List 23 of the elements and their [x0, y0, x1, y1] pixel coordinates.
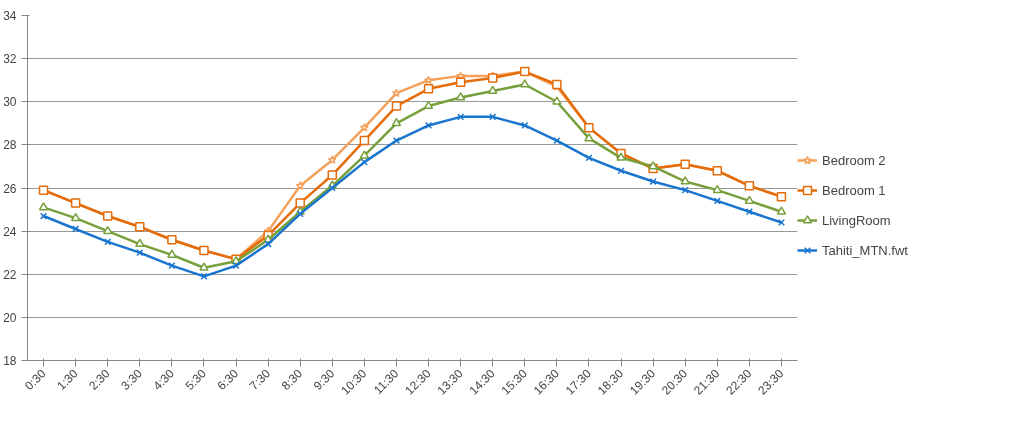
- y-tick-label: 30: [3, 95, 17, 110]
- y-tick-label: 28: [3, 138, 17, 153]
- x-tick-label: 3:30: [118, 366, 145, 393]
- x-tick-label: 5:30: [182, 366, 210, 393]
- y-tick-label: 20: [3, 310, 17, 325]
- legend-label: Bedroom 1: [822, 182, 886, 198]
- y-tick-label: 26: [3, 181, 17, 196]
- x-tick-label: 9:30: [310, 366, 338, 393]
- x-tick-label: 6:30: [214, 366, 242, 393]
- y-tick-label: 24: [3, 224, 17, 239]
- x-tick-label: 1:30: [54, 366, 81, 393]
- legend-label: Bedroom 2: [822, 152, 886, 168]
- y-tick-label: 22: [3, 267, 17, 282]
- x-tick-label: 4:30: [150, 366, 178, 393]
- x-tick-label: 0:30: [22, 366, 49, 393]
- x-tick-label: 2:30: [86, 366, 113, 393]
- y-tick-label: 18: [3, 354, 17, 368]
- y-tick-label: 32: [3, 52, 17, 67]
- x-tick-label: 8:30: [278, 366, 306, 393]
- y-tick-label: 34: [3, 9, 17, 23]
- legend-label: LivingRoom: [822, 212, 891, 228]
- legend-label: Tahiti_MTN.fwt: [822, 242, 908, 258]
- x-tick-label: 7:30: [246, 366, 274, 393]
